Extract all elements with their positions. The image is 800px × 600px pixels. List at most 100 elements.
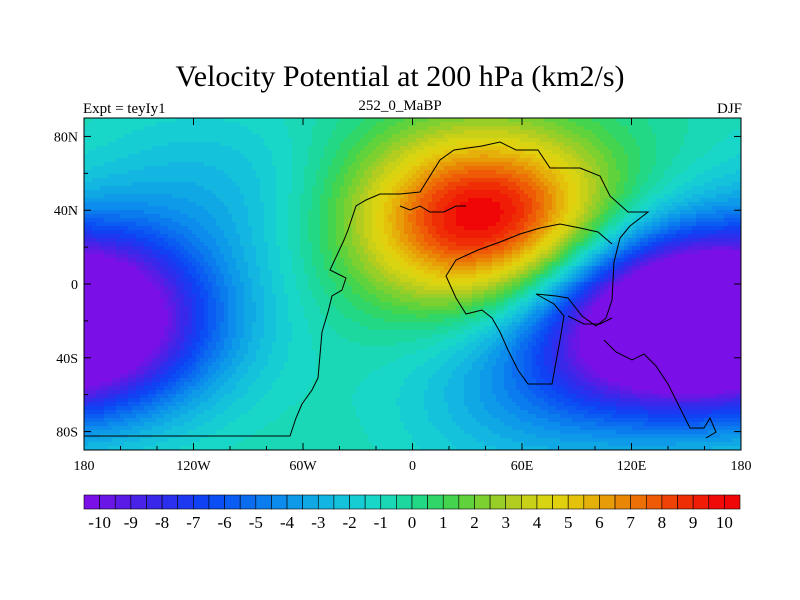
field-cell [92,414,97,419]
field-cell [188,198,193,203]
field-cell [212,142,217,147]
field-cell [264,370,269,375]
field-cell [264,262,269,267]
field-cell [316,378,321,383]
field-cell [204,350,209,355]
field-cell [148,202,153,207]
field-cell [172,234,177,239]
field-cell [96,250,101,255]
field-cell [104,394,109,399]
field-cell [256,226,261,231]
field-cell [304,122,309,127]
field-cell [284,410,289,415]
field-cell [200,382,205,387]
field-cell [164,142,169,147]
field-cell [96,254,101,259]
field-cell [224,146,229,151]
field-cell [200,254,205,259]
field-cell [316,274,321,279]
field-cell [228,162,233,167]
field-cell [224,150,229,155]
field-cell [160,406,165,411]
field-cell [168,358,173,363]
field-cell [316,234,321,239]
field-cell [232,182,237,187]
field-cell [244,358,249,363]
field-cell [248,218,253,223]
field-cell [300,214,305,219]
field-cell [120,354,125,359]
field-cell [124,170,129,175]
field-cell [128,282,133,287]
field-cell [204,146,209,151]
field-cell [236,162,241,167]
field-cell [168,374,173,379]
field-cell [168,162,173,167]
field-cell [96,342,101,347]
field-cell [212,158,217,163]
field-cell [280,254,285,259]
field-cell [304,234,309,239]
field-cell [212,314,217,319]
field-cell [216,258,221,263]
field-cell [132,394,137,399]
field-cell [148,378,153,383]
field-cell [156,402,161,407]
field-cell [304,386,309,391]
field-cell [188,146,193,151]
field-cell [236,194,241,199]
field-cell [160,430,165,435]
field-cell [124,134,129,139]
field-cell [256,306,261,311]
field-cell [264,362,269,367]
field-cell [320,386,325,391]
field-cell [124,202,129,207]
field-cell [256,126,261,131]
field-cell [324,166,329,171]
field-cell [304,222,309,227]
field-cell [316,346,321,351]
field-cell [308,146,313,151]
field-cell [184,270,189,275]
field-cell [284,150,289,155]
field-cell [204,374,209,379]
field-cell [156,138,161,143]
field-cell [116,330,121,335]
field-cell [100,402,105,407]
field-cell [188,250,193,255]
field-cell [320,338,325,343]
field-cell [88,366,93,371]
field-cell [264,182,269,187]
field-cell [136,198,141,203]
field-cell [84,270,89,275]
field-cell [172,210,177,215]
field-cell [156,234,161,239]
field-cell [216,418,221,423]
field-cell [160,130,165,135]
field-cell [148,170,153,175]
field-cell [212,278,217,283]
field-cell [308,242,313,247]
field-cell [276,298,281,303]
field-cell [144,310,149,315]
field-cell [168,426,173,431]
field-cell [104,410,109,415]
field-cell [176,326,181,331]
field-cell [156,150,161,155]
field-cell [192,386,197,391]
field-cell [132,370,137,375]
field-cell [148,294,153,299]
field-cell [132,390,137,395]
field-cell [244,406,249,411]
field-cell [320,146,325,151]
field-cell [196,326,201,331]
field-cell [276,270,281,275]
field-cell [164,330,169,335]
field-cell [272,218,277,223]
field-cell [144,422,149,427]
field-cell [172,298,177,303]
field-cell [108,158,113,163]
field-cell [268,190,273,195]
field-cell [112,234,117,239]
field-cell [272,222,277,227]
